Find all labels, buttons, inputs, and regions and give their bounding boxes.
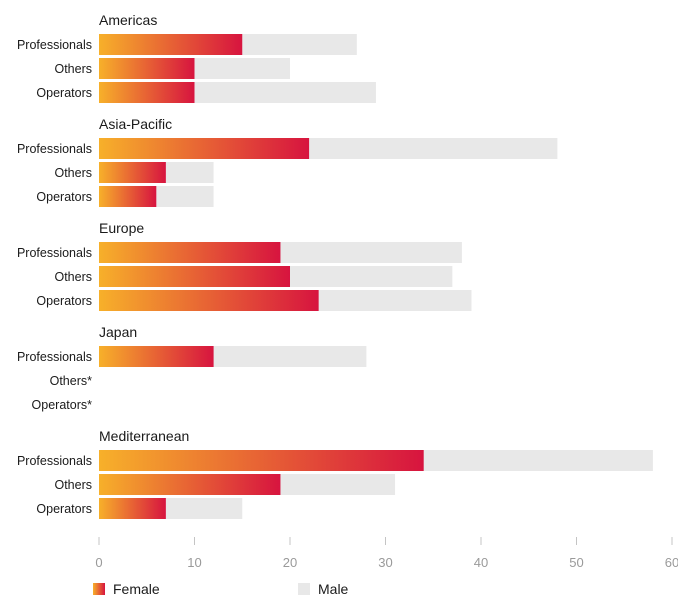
group-asia-pacific: Asia-Pacific Professionals Others Operators	[17, 116, 558, 207]
x-tick-label: 20	[283, 555, 297, 570]
female-bar	[99, 346, 214, 367]
legend-male-label: Male	[318, 581, 349, 597]
group-americas: Americas Professionals Others Operators	[17, 12, 376, 103]
row-label: Others	[54, 62, 92, 76]
female-bar	[99, 58, 195, 79]
x-tick-label: 50	[569, 555, 583, 570]
group-title: Europe	[99, 220, 144, 236]
group-title: Americas	[99, 12, 157, 28]
female-bar	[99, 82, 195, 103]
female-bar	[99, 186, 157, 207]
plot-area: AmericasProfessionalsOthersOperatorsAsia…	[17, 12, 653, 519]
row-label: Operators	[36, 294, 92, 308]
row-label: Others	[54, 478, 92, 492]
x-tick-label: 10	[187, 555, 201, 570]
female-bar	[99, 34, 243, 55]
legend-female-swatch	[93, 583, 105, 595]
row-label: Others	[54, 166, 92, 180]
group-mediterranean: Mediterranean Professionals Others Operator…	[17, 428, 653, 519]
female-bar	[99, 498, 166, 519]
x-axis: 0 10 20 30 40 50 60	[95, 537, 678, 570]
female-bar	[99, 474, 281, 495]
x-tick-label: 40	[474, 555, 488, 570]
female-bar	[99, 450, 424, 471]
row-label: Others*	[50, 374, 93, 388]
legend: Female Male	[93, 581, 349, 597]
female-bar	[99, 242, 281, 263]
row-label: Professionals	[17, 454, 92, 468]
row-label: Professionals	[17, 38, 92, 52]
x-tick-label: 30	[378, 555, 392, 570]
female-bar	[99, 266, 290, 287]
row-label: Others	[54, 270, 92, 284]
female-bar	[99, 138, 310, 159]
group-europe: Europe Professionals Others Operators	[17, 220, 472, 311]
x-tick-label: 0	[95, 555, 102, 570]
group-title: Asia-Pacific	[99, 116, 172, 132]
x-tick-label: 60	[665, 555, 678, 570]
group-title: Mediterranean	[99, 428, 189, 444]
row-label: Operators	[36, 86, 92, 100]
female-bar	[99, 290, 319, 311]
row-label: Professionals	[17, 246, 92, 260]
row-label: Professionals	[17, 142, 92, 156]
row-label: Professionals	[17, 350, 92, 364]
row-label: Operators	[36, 190, 92, 204]
row-label: Operators*	[32, 398, 93, 412]
legend-female-label: Female	[113, 581, 160, 597]
female-bar	[99, 162, 166, 183]
group-title: Japan	[99, 324, 137, 340]
row-label: Operators	[36, 502, 92, 516]
legend-male-swatch	[298, 583, 310, 595]
group-japan: Japan Professionals Others* Operators*	[17, 324, 367, 412]
